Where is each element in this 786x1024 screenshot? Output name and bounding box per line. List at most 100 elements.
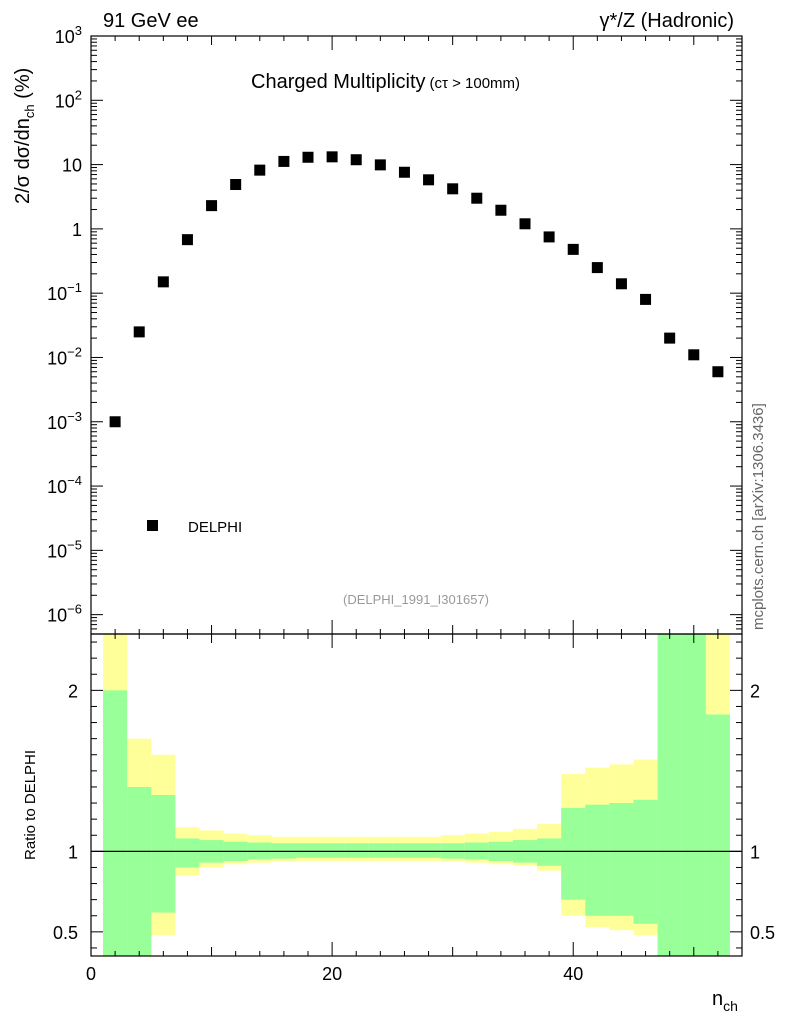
y-tick-label: 10	[62, 156, 82, 176]
ratio-y-tick-label: 2	[68, 681, 78, 701]
tick-base: 10	[47, 606, 67, 626]
data-point	[591, 262, 603, 274]
ratio-band-inner	[320, 843, 345, 858]
tick-base: 10	[55, 27, 75, 47]
legend-label: DELPHI	[188, 519, 242, 536]
tick-exponent: −4	[67, 473, 82, 488]
ratio-band-inner	[657, 634, 682, 956]
x-axis-label-main: n	[712, 988, 723, 1010]
ratio-band-inner	[537, 838, 562, 866]
data-point	[302, 151, 314, 163]
y-tick-label: 10−5	[47, 537, 82, 561]
ratio-band-inner	[585, 804, 610, 916]
data-point	[278, 155, 290, 167]
ratio-y-tick-label: 1	[68, 842, 78, 862]
ratio-band-inner	[681, 634, 706, 956]
tick-base: 10	[47, 413, 67, 433]
tick-base: 10	[47, 477, 67, 497]
ratio-y-tick-label-right: 1	[750, 842, 760, 862]
ratio-band-inner	[368, 843, 393, 858]
legend-marker	[147, 520, 158, 531]
x-tick-label: 40	[563, 964, 583, 984]
data-point	[712, 366, 724, 378]
ratio-band-inner	[392, 843, 417, 858]
ratio-bands	[103, 634, 730, 956]
x-axis-label: nch	[712, 988, 738, 1014]
data-point	[664, 332, 676, 344]
ratio-band-inner	[344, 843, 369, 858]
data-point	[688, 349, 700, 361]
y-axis-label-unit: (%)	[12, 67, 34, 99]
ratio-band-inner	[633, 799, 658, 924]
data-point	[423, 174, 435, 186]
data-point	[109, 416, 121, 428]
data-point	[181, 234, 193, 246]
data-point	[471, 192, 483, 204]
data-point	[254, 164, 266, 176]
axes	[90, 35, 743, 957]
data-point	[326, 151, 338, 163]
ratio-band-inner	[295, 843, 321, 858]
x-tick-label: 20	[322, 964, 342, 984]
ratio-band-inner	[609, 803, 634, 916]
data-point	[157, 276, 169, 288]
data-point	[495, 204, 507, 216]
tick-exponent: −6	[67, 602, 82, 617]
ratio-y-tick-label-right: 0.5	[750, 923, 775, 943]
data-point	[519, 218, 531, 230]
data-point	[567, 243, 579, 255]
ratio-band-inner	[561, 807, 586, 900]
tick-exponent: 3	[75, 23, 82, 38]
chart-title-suffix: (cτ > 100mm)	[430, 75, 521, 92]
y-tick-label: 102	[55, 87, 82, 111]
ratio-band-inner	[103, 690, 128, 956]
data-points	[109, 151, 724, 428]
ratio-y-tick-label-right: 2	[750, 681, 760, 701]
tick-exponent: −2	[67, 344, 82, 359]
ratio-frame	[90, 633, 743, 957]
y-axis-label-main: 2/σ dσ/dn	[12, 118, 34, 204]
data-point	[350, 154, 362, 166]
tick-base: 10	[55, 91, 75, 111]
y-tick-label: 10−3	[47, 409, 82, 433]
data-point	[230, 179, 242, 191]
top-frame	[90, 35, 743, 635]
ratio-y-axis-label: Ratio to DELPHI	[22, 749, 39, 860]
y-tick-label: 103	[55, 23, 82, 47]
tick-base: 10	[47, 541, 67, 561]
ratio-band-inner	[416, 843, 441, 858]
ratio-band-inner	[175, 838, 200, 868]
chart-title-main: Charged Multiplicity	[251, 71, 426, 93]
tick-exponent: −3	[67, 409, 82, 424]
data-point	[447, 183, 459, 195]
y-axis-label: 2/σ dσ/dnch (%)	[12, 68, 37, 204]
y-tick-label: 10−1	[47, 280, 82, 304]
tick-exponent: −5	[67, 537, 82, 552]
chart-title: Charged Multiplicity (cτ > 100mm)	[251, 71, 520, 93]
header-left: 91 GeV ee	[103, 10, 199, 32]
y-axis-label-sub: ch	[22, 104, 37, 119]
y-tick-label: 10−6	[47, 602, 82, 626]
data-point	[398, 166, 410, 178]
data-point	[133, 326, 145, 338]
tick-base: 10	[47, 348, 67, 368]
data-point	[374, 159, 386, 171]
side-label: mcplots.cern.ch [arXiv:1306.3436]	[750, 403, 767, 630]
ratio-band-inner	[705, 714, 730, 956]
tick-exponent: −1	[67, 280, 82, 295]
tick-base: 10	[47, 284, 67, 304]
y-tick-label: 10−2	[47, 344, 82, 368]
y-tick-label: 1	[72, 220, 82, 240]
tick-exponent: 2	[75, 87, 82, 102]
data-point	[543, 231, 555, 243]
ratio-y-tick-label: 0.5	[53, 923, 78, 943]
data-point	[640, 293, 652, 305]
ratio-band-inner	[151, 795, 176, 913]
data-point	[206, 200, 218, 212]
x-axis-label-sub: ch	[723, 998, 738, 1014]
reference-label: (DELPHI_1991_I301657)	[343, 592, 489, 607]
header-right: γ*/Z (Hadronic)	[599, 10, 734, 32]
x-tick-label: 0	[86, 964, 96, 984]
